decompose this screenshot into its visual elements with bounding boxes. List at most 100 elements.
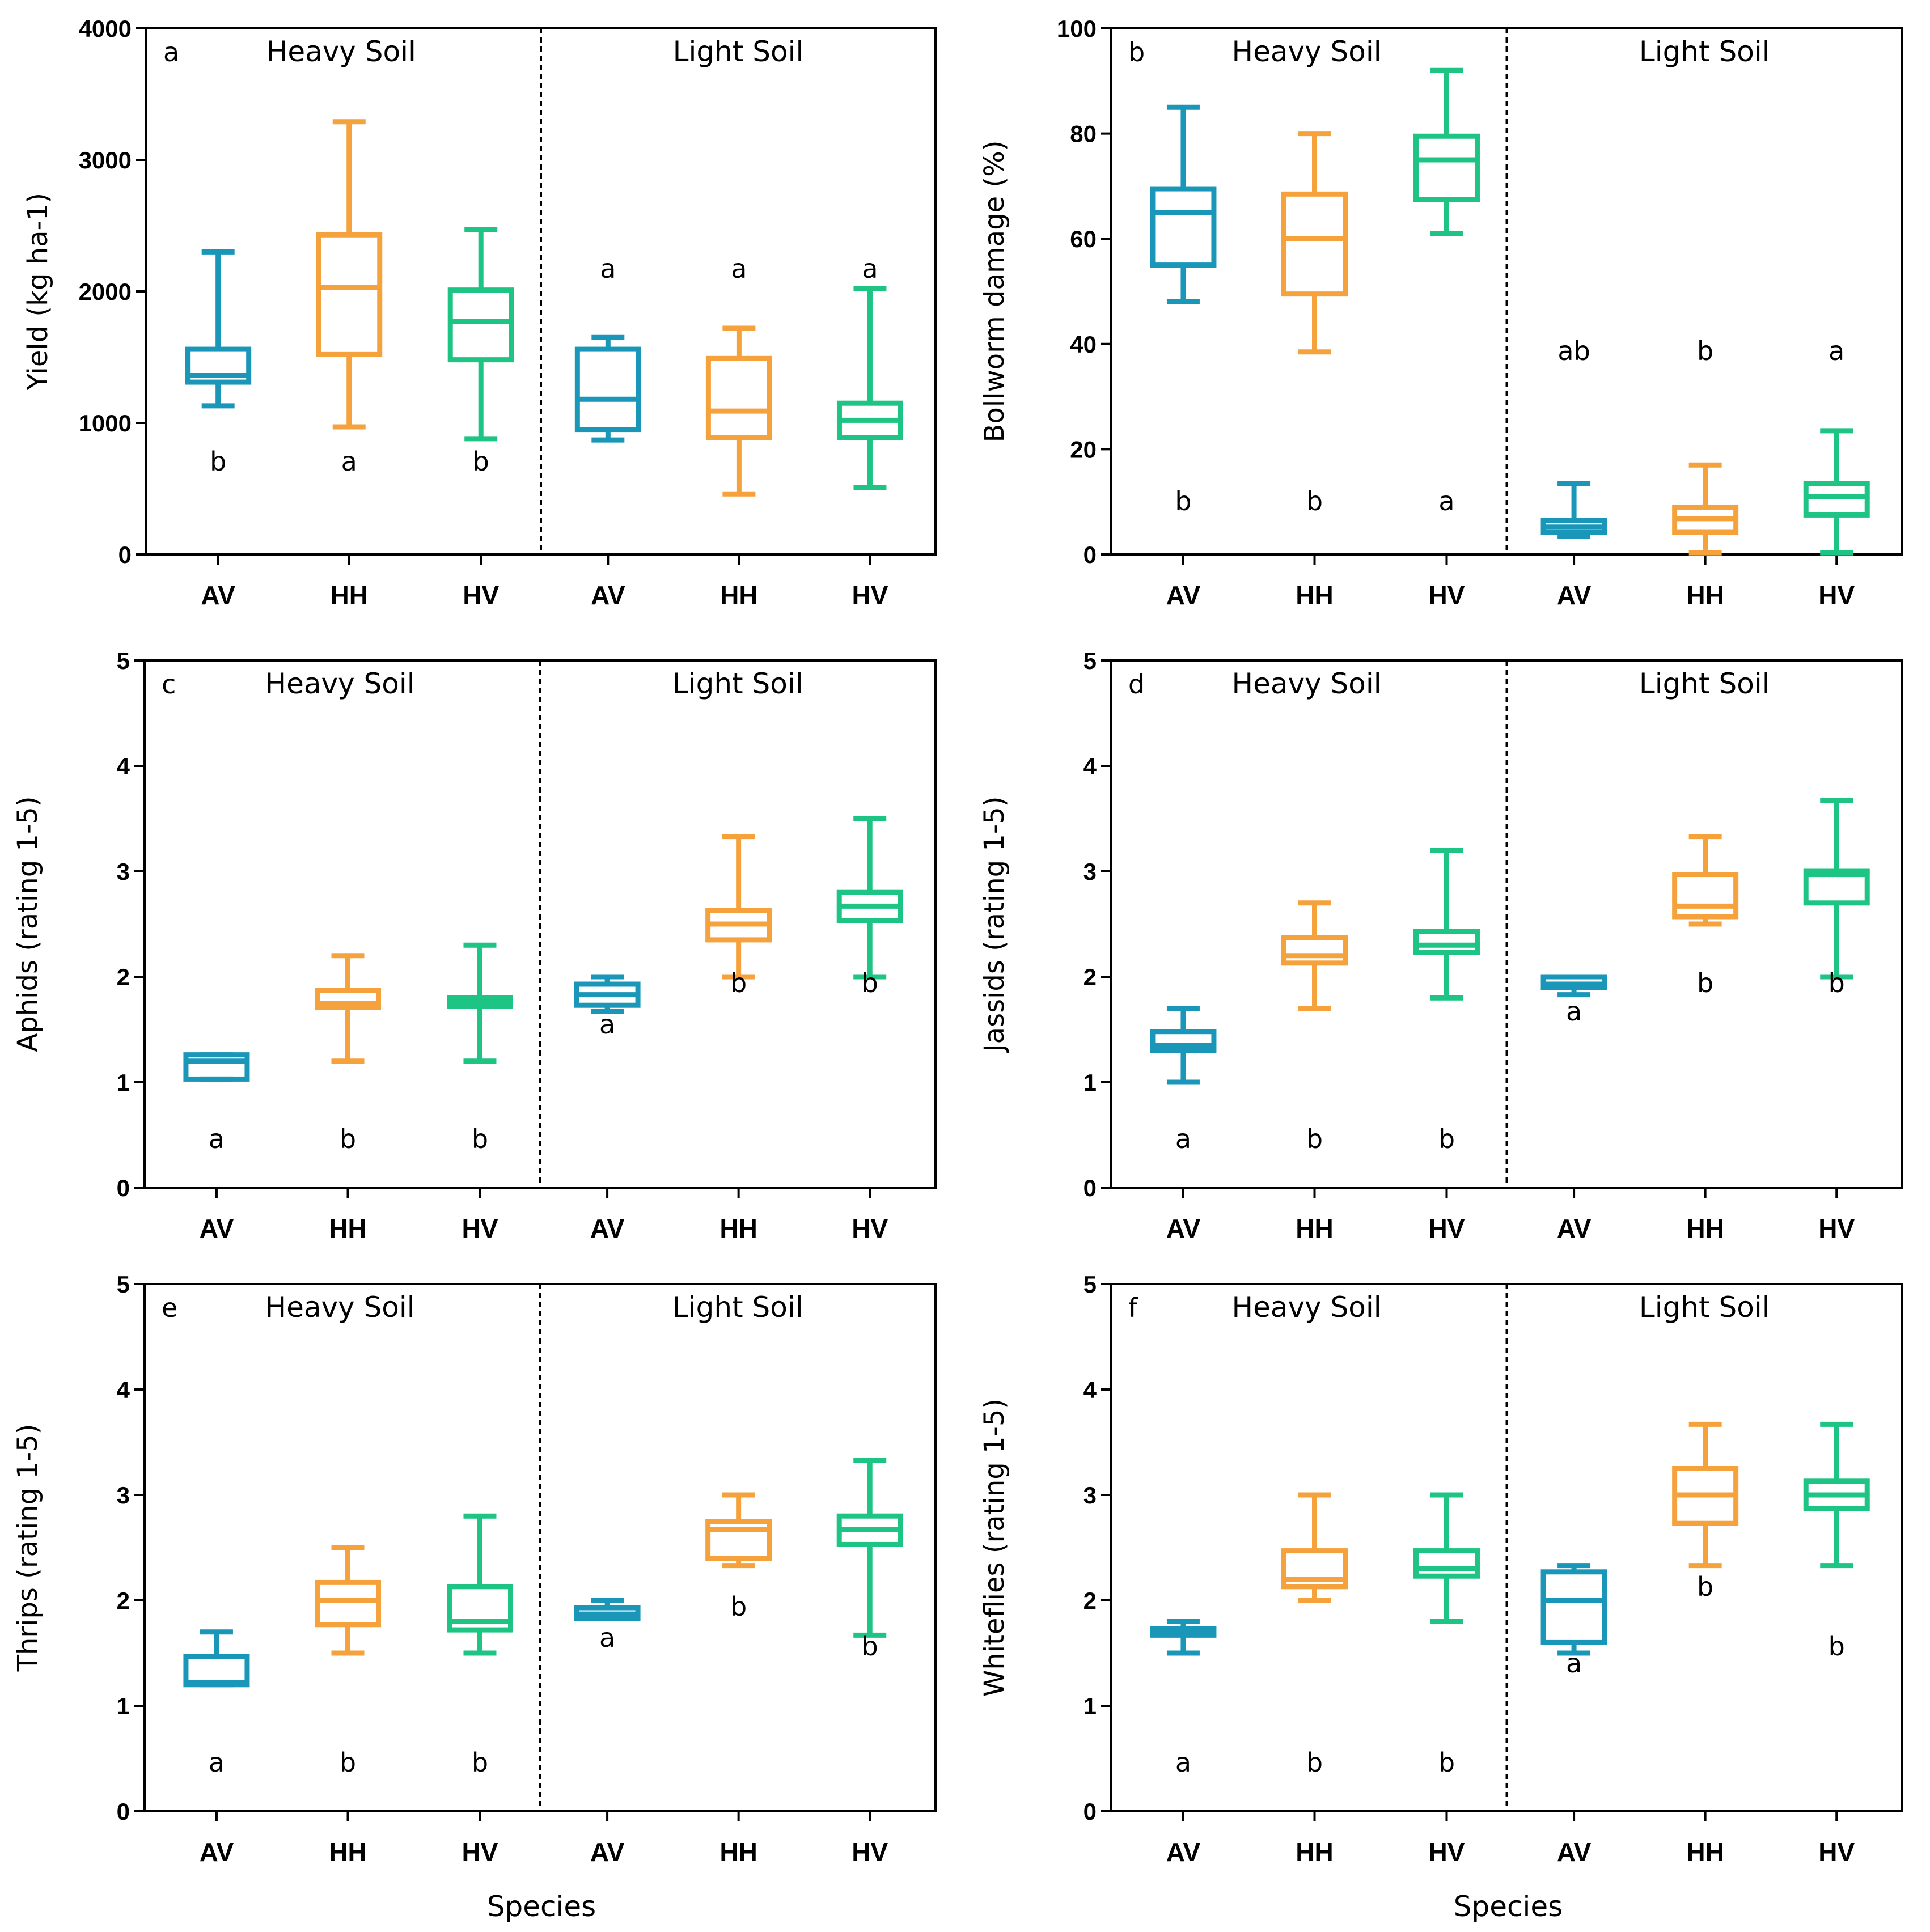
y-tick-label: 4000: [79, 15, 132, 42]
y-tick-label: 5: [1083, 647, 1097, 674]
significance-letter: b: [862, 1631, 878, 1662]
y-tick-label: 2: [117, 1587, 130, 1614]
panel-letter: e: [162, 1293, 177, 1323]
y-tick-label: 0: [118, 541, 132, 568]
iqr-box: [315, 988, 382, 1010]
y-tick-label: 4: [1083, 753, 1097, 779]
x-tick-label: AV: [200, 1837, 234, 1867]
panel-b: 0 20 40 60 80 100 Bollworm damage (%) b Heavy So…: [979, 15, 1903, 610]
x-tick-label: AV: [200, 1214, 234, 1243]
x-tick-label: AV: [1557, 581, 1592, 610]
y-tick-label: 80: [1070, 121, 1097, 147]
significance-letter: b: [340, 1124, 356, 1154]
box-av-light: a: [1540, 974, 1607, 1027]
y-tick-label: 3000: [79, 147, 132, 173]
y-axis-title: Jassids (rating 1-5): [979, 796, 1010, 1054]
panel-a: 0 1000 2000 3000 4000 Yield (kg ha-1) a Heavy S…: [22, 15, 937, 610]
significance-letter: b: [1306, 1124, 1323, 1154]
soil-group-label: Light Soil: [673, 35, 804, 68]
x-tick-label: AV: [201, 581, 235, 610]
box-av-light: ab: [1540, 336, 1607, 539]
x-tick-label: AV: [591, 581, 625, 610]
y-tick-label: 2: [1083, 1587, 1097, 1614]
y-tick-label: 1: [1083, 1693, 1097, 1719]
x-tick-label: AV: [590, 1837, 625, 1867]
iqr-box: [1281, 935, 1348, 966]
box-hv-light: b: [1803, 1421, 1870, 1662]
iqr-box: [183, 1052, 250, 1082]
significance-letter: b: [1829, 968, 1845, 998]
panel-d: 0 1 2 3 4 5 Jassids (rating 1-5) d Heavy Soil Lig…: [979, 647, 1903, 1243]
y-tick-label: 5: [117, 647, 130, 674]
significance-letter: a: [209, 1124, 225, 1154]
box-hv-light: b: [1803, 798, 1870, 998]
box-hv-light: b: [836, 816, 903, 998]
y-tick-label: 20: [1070, 436, 1097, 463]
y-tick-label: 4: [117, 1376, 130, 1403]
panel-e: 0 1 2 3 4 5 Thrips (rating 1-5) e Heavy Soil Ligh…: [12, 1271, 937, 1867]
box-hv-light: a: [836, 253, 903, 490]
significance-letter: b: [1697, 336, 1713, 366]
x-tick-label: HH: [329, 1214, 366, 1243]
significance-letter: a: [1175, 1747, 1191, 1778]
significance-letter: a: [862, 253, 878, 284]
y-axis-title: Thrips (rating 1-5): [12, 1424, 44, 1672]
x-tick-label: HH: [720, 581, 757, 610]
x-tick-label: HV: [1818, 1214, 1855, 1243]
panel-letter: f: [1128, 1293, 1138, 1323]
significance-letter: b: [1306, 1747, 1323, 1778]
iqr-box: [574, 346, 641, 433]
y-tick-label: 0: [1083, 541, 1097, 568]
x-tick-label: AV: [1166, 1837, 1201, 1867]
soil-group-label: Light Soil: [672, 667, 803, 700]
significance-letter: b: [730, 1591, 747, 1622]
significance-letter: b: [862, 968, 878, 998]
box-hh-heavy: b: [315, 1545, 382, 1778]
box-hh-heavy: b: [1281, 131, 1348, 516]
y-tick-label: 60: [1070, 226, 1097, 252]
significance-letter: a: [1566, 996, 1582, 1027]
box-hh-light: a: [705, 253, 772, 497]
significance-letter: a: [341, 446, 357, 477]
y-tick-label: 1000: [79, 410, 132, 437]
iqr-box: [185, 346, 252, 385]
soil-group-label: Heavy Soil: [1231, 667, 1381, 700]
x-tick-label: HH: [1686, 1837, 1724, 1867]
significance-letter: b: [210, 446, 226, 477]
iqr-box: [1413, 929, 1480, 955]
significance-letter: a: [599, 1009, 615, 1040]
y-tick-label: 3: [117, 858, 130, 885]
significance-letter: b: [472, 1124, 488, 1154]
box-hh-light: b: [1672, 1421, 1739, 1602]
significance-letter: a: [1829, 336, 1844, 366]
x-tick-label: AV: [1557, 1837, 1592, 1867]
x-tick-label: AV: [590, 1214, 625, 1243]
y-axis-title: Bollworm damage (%): [979, 141, 1010, 443]
soil-group-label: Heavy Soil: [266, 35, 416, 68]
panel-letter: a: [163, 37, 179, 67]
box-hv-light: a: [1803, 336, 1870, 556]
box-av-light: a: [574, 253, 641, 443]
box-hv-heavy: b: [446, 1513, 513, 1778]
iqr-box: [316, 232, 383, 357]
soil-group-label: Light Soil: [1639, 1291, 1770, 1324]
panel-f: 0 1 2 3 4 5 Whiteflies (rating 1-5) f Heavy Soil…: [979, 1271, 1903, 1867]
significance-letter: a: [600, 253, 616, 284]
box-hh-light: b: [705, 1492, 772, 1622]
box-hv-heavy: a: [1413, 67, 1480, 516]
x-tick-label: HV: [463, 581, 499, 610]
box-hh-light: b: [1672, 336, 1739, 556]
significance-letter: b: [1697, 1571, 1713, 1602]
x-tick-label: HV: [462, 1214, 498, 1243]
iqr-box: [1413, 1548, 1480, 1579]
y-tick-label: 1: [117, 1069, 130, 1096]
x-tick-label: HH: [1296, 1214, 1333, 1243]
y-tick-label: 0: [117, 1175, 130, 1201]
significance-letter: a: [1438, 486, 1454, 516]
x-tick-label: HH: [719, 1837, 757, 1867]
x-tick-label: HV: [1429, 581, 1465, 610]
x-tick-label: HH: [719, 1214, 757, 1243]
significance-letter: a: [1175, 1124, 1191, 1154]
x-tick-label: HV: [462, 1837, 498, 1867]
